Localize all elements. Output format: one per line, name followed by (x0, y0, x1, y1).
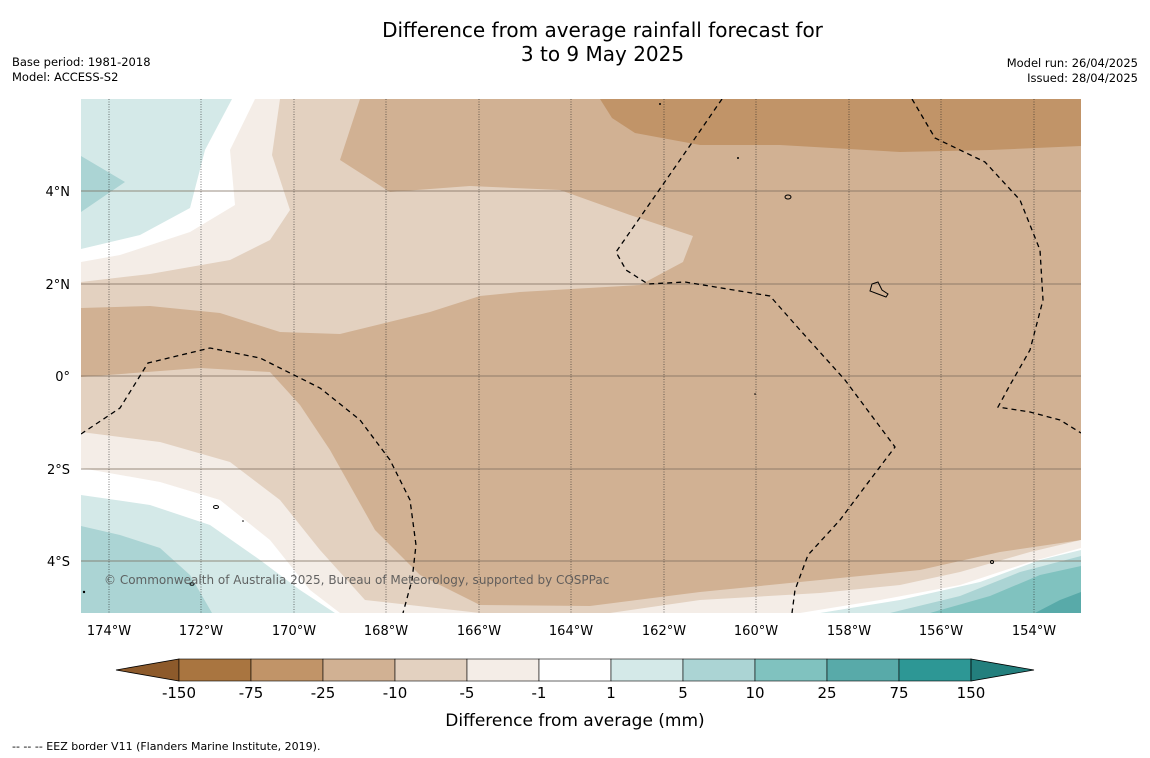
issued-date-text: Issued: 28/04/2025 (1027, 71, 1138, 85)
title-line-2: 3 to 9 May 2025 (520, 42, 685, 66)
colorbar-cell (466, 658, 540, 682)
lon-tick-label: 162°W (642, 624, 686, 639)
lon-tick-label: 164°W (549, 624, 593, 639)
model-run-text: Model run: 26/04/2025 (1006, 56, 1138, 70)
colorbar-tick-label: 1 (606, 684, 616, 702)
colorbar-cell (178, 658, 252, 682)
colorbar-tick-label: 5 (678, 684, 688, 702)
lat-tick-label: 4°S (47, 555, 70, 570)
lat-tick-label: 2°S (47, 463, 70, 478)
anomaly-band-neg75-neg25 (600, 99, 1081, 152)
anomaly-band-25-75-se (1035, 592, 1081, 613)
lon-tick-label: 154°W (1012, 624, 1056, 639)
longitude-tick-labels: 174°W 172°W 170°W 168°W 166°W 164°W 162°… (87, 624, 1056, 639)
run-info: Model run: 26/04/2025 Issued: 28/04/2025 (1007, 56, 1138, 86)
colorbar-labels: -150 -75 -25 -10 -5 -1 1 5 10 25 75 150 (162, 684, 985, 702)
lon-tick-label: 172°W (179, 624, 223, 639)
lon-tick-label: 168°W (364, 624, 408, 639)
island-dots (82, 103, 756, 594)
copyright-notice: © Commonwealth of Australia 2025, Bureau… (104, 573, 609, 587)
colorbar-cell (610, 658, 684, 682)
colorbar-tick-label: -1 (532, 684, 547, 702)
model-info: Base period: 1981-2018 Model: ACCESS-S2 (12, 55, 151, 85)
lon-tick-label: 156°W (919, 624, 963, 639)
colorbar-tick-label: -150 (162, 684, 196, 702)
anomaly-band-1-5-nw (81, 99, 232, 249)
colorbar-cell (826, 658, 900, 682)
colorbar-legend: -150 -75 -25 -10 -5 -1 1 5 10 25 75 150 Difference … (115, 658, 1035, 731)
colorbar-tick-label: 25 (817, 684, 836, 702)
colorbar-tick-label: -5 (460, 684, 475, 702)
rainfall-anomaly-map: © Commonwealth of Australia 2025, Bureau… (81, 99, 1081, 613)
model-name-text: Model: ACCESS-S2 (12, 70, 119, 84)
colorbar-cell (754, 658, 828, 682)
colorbar-tick-label: -10 (383, 684, 408, 702)
base-period-text: Base period: 1981-2018 (12, 55, 151, 69)
colorbar-over-arrow (970, 658, 1035, 682)
anomaly-band-5-10-nw (81, 156, 125, 212)
lat-tick-label: 0° (55, 370, 70, 385)
parallel-gridlines (81, 190, 1081, 562)
colorbar-cell (322, 658, 396, 682)
lon-tick-label: 174°W (87, 624, 131, 639)
lat-tick-label: 4°N (46, 185, 71, 200)
lon-tick-label: 160°W (734, 624, 778, 639)
colorbar-tick-label: -25 (311, 684, 336, 702)
eez-borders (81, 99, 1081, 613)
colorbar-cells (178, 658, 972, 682)
colorbar-tick-label: 75 (889, 684, 908, 702)
meridian-gridlines (108, 99, 1035, 613)
lat-tick-label: 2°N (46, 278, 71, 293)
anomaly-band-5-10-sw (81, 526, 212, 613)
lon-tick-label: 158°W (827, 624, 871, 639)
colorbar-tick-label: -75 (239, 684, 264, 702)
colorbar-cell (538, 658, 612, 682)
colorbar-cell (394, 658, 468, 682)
lon-tick-label: 170°W (272, 624, 316, 639)
latitude-tick-labels: 4°N 2°N 0° 2°S 4°S (46, 185, 71, 570)
colorbar-cell (898, 658, 972, 682)
title-line-1: Difference from average rainfall forecas… (382, 18, 823, 42)
colorbar-title: Difference from average (mm) (445, 711, 704, 731)
colorbar-tick-label: 150 (957, 684, 986, 702)
chart-title: Difference from average rainfall forecas… (0, 18, 1150, 66)
eez-border-legend: -- -- -- EEZ border V11 (Flanders Marine… (12, 740, 321, 753)
lon-tick-label: 166°W (457, 624, 501, 639)
anomaly-band-neg10-neg5-sw (81, 368, 1081, 613)
anomaly-band-10-25-se (930, 566, 1081, 613)
colorbar-under-arrow (115, 658, 180, 682)
island-outlines (189, 194, 994, 586)
colorbar-tick-label: 10 (745, 684, 764, 702)
colorbar-cell (250, 658, 324, 682)
colorbar-cell (682, 658, 756, 682)
